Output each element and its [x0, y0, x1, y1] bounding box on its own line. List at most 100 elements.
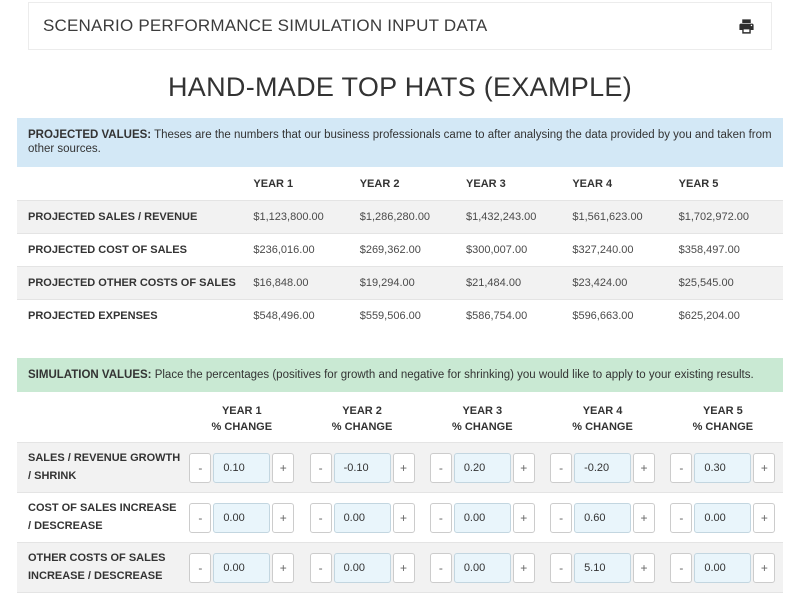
stepper-decrement-button[interactable]: -: [550, 552, 573, 583]
cell-value: $596,663.00: [572, 309, 634, 322]
projected-table-header-row: YEAR 1 YEAR 2 YEAR 3 YEAR 4 YEAR 5: [17, 167, 783, 201]
column-sub-label: % CHANGE: [452, 421, 513, 434]
stepper-input[interactable]: [213, 552, 271, 583]
stepper-decrement-button[interactable]: -: [189, 452, 212, 483]
column-year-label: YEAR 4: [582, 405, 623, 418]
stepper-decrement-button[interactable]: -: [189, 552, 212, 583]
row-label: SALES / REVENUE GROWTH / SHRINK: [28, 452, 181, 482]
stepper-input[interactable]: [453, 552, 511, 583]
stepper: - +: [182, 502, 302, 533]
stepper-decrement-button[interactable]: -: [309, 552, 332, 583]
table-row: COST OF SALES INCREASE / DESCREASE - + -…: [17, 492, 783, 543]
stepper-input[interactable]: [333, 452, 391, 483]
stepper-input[interactable]: [333, 502, 391, 533]
projected-values-section-header: PROJECTED VALUES: Theses are the numbers…: [17, 118, 783, 167]
page-header-card: SCENARIO PERFORMANCE SIMULATION INPUT DA…: [28, 2, 772, 50]
cell-value: $236,016.00: [253, 243, 315, 256]
cell-value: $1,432,243.00: [466, 210, 537, 223]
stepper-decrement-button[interactable]: -: [429, 452, 452, 483]
stepper-increment-button[interactable]: +: [272, 502, 295, 533]
stepper-increment-button[interactable]: +: [392, 452, 415, 483]
stepper: - +: [663, 552, 783, 583]
simulation-column-header-year4: YEAR 4 % CHANGE: [542, 392, 662, 442]
stepper-increment-button[interactable]: +: [753, 552, 776, 583]
column-year-label: YEAR 2: [342, 405, 382, 418]
stepper: - +: [302, 552, 422, 583]
stepper: - +: [182, 552, 302, 583]
row-label: PROJECTED SALES / REVENUE: [28, 210, 198, 223]
row-label: PROJECTED EXPENSES: [28, 309, 158, 322]
stepper-increment-button[interactable]: +: [753, 452, 776, 483]
stepper-decrement-button[interactable]: -: [550, 502, 573, 533]
stepper-input[interactable]: [453, 502, 511, 533]
printer-icon: [738, 18, 755, 35]
stepper-increment-button[interactable]: +: [392, 502, 415, 533]
simulation-values-section-header: SIMULATION VALUES: Place the percentages…: [17, 357, 783, 393]
table-row: PROJECTED SALES / REVENUE $1,123,800.00 …: [17, 200, 783, 234]
stepper-input[interactable]: [453, 452, 511, 483]
stepper-increment-button[interactable]: +: [633, 552, 656, 583]
cell-value: $25,545.00: [678, 276, 734, 289]
projected-column-header-year5: YEAR 5: [678, 177, 719, 190]
stepper-increment-button[interactable]: +: [392, 552, 415, 583]
cell-value: $21,484.00: [466, 276, 522, 289]
stepper: - +: [422, 502, 542, 533]
column-sub-label: % CHANGE: [211, 421, 273, 434]
cell-value: $269,362.00: [359, 243, 421, 256]
stepper-decrement-button[interactable]: -: [429, 552, 452, 583]
simulation-table-header-row: YEAR 1 % CHANGE YEAR 2 % CHANGE YEAR 3 %…: [17, 392, 783, 442]
stepper-decrement-button[interactable]: -: [309, 502, 332, 533]
stepper-input[interactable]: [213, 452, 271, 483]
stepper-increment-button[interactable]: +: [272, 552, 295, 583]
print-button[interactable]: [735, 15, 757, 37]
stepper-increment-button[interactable]: +: [272, 452, 295, 483]
stepper: - +: [302, 452, 422, 483]
stepper-increment-button[interactable]: +: [633, 452, 656, 483]
stepper-input[interactable]: [574, 452, 632, 483]
stepper: - +: [542, 452, 662, 483]
stepper-increment-button[interactable]: +: [512, 452, 535, 483]
stepper-decrement-button[interactable]: -: [670, 452, 693, 483]
stepper-increment-button[interactable]: +: [633, 502, 656, 533]
stepper-decrement-button[interactable]: -: [189, 502, 212, 533]
cell-value: $19,294.00: [359, 276, 415, 289]
stepper-input[interactable]: [694, 452, 752, 483]
stepper-decrement-button[interactable]: -: [670, 552, 693, 583]
projected-column-header-year1: YEAR 1: [253, 177, 294, 190]
table-row: PROJECTED OTHER COSTS OF SALES $16,848.0…: [17, 266, 783, 300]
stepper-input[interactable]: [694, 502, 752, 533]
row-label: OTHER COSTS OF SALES INCREASE / DESCREAS…: [28, 552, 166, 582]
stepper-input[interactable]: [333, 552, 391, 583]
stepper-input[interactable]: [213, 502, 271, 533]
row-label: EXPENSES INCREASE / DESCREASE: [17, 593, 182, 600]
simulation-values-section-description: Place the percentages (positives for gro…: [151, 368, 754, 381]
cell-value: $1,561,623.00: [572, 210, 643, 223]
stepper-increment-button[interactable]: +: [512, 502, 535, 533]
stepper-input[interactable]: [574, 552, 632, 583]
column-sub-label: % CHANGE: [572, 421, 633, 434]
stepper: - +: [422, 552, 542, 583]
cell-value: $625,204.00: [678, 309, 740, 322]
cell-value: $327,240.00: [572, 243, 634, 256]
stepper: - +: [663, 502, 783, 533]
column-year-label: YEAR 3: [462, 405, 503, 418]
cell-value: $559,506.00: [359, 309, 421, 322]
column-year-label: YEAR 1: [221, 405, 262, 418]
projected-header-spacer: [17, 167, 251, 201]
stepper-increment-button[interactable]: +: [753, 502, 776, 533]
stepper-increment-button[interactable]: +: [512, 552, 535, 583]
main-content: PROJECTED VALUES: Theses are the numbers…: [17, 118, 783, 600]
table-row: EXPENSES INCREASE / DESCREASE - + - + - …: [17, 592, 783, 600]
stepper-input[interactable]: [574, 502, 632, 533]
stepper-input[interactable]: [694, 552, 752, 583]
projected-column-header-year3: YEAR 3: [466, 177, 506, 190]
stepper-decrement-button[interactable]: -: [309, 452, 332, 483]
stepper-decrement-button[interactable]: -: [550, 452, 573, 483]
table-row: PROJECTED EXPENSES $548,496.00 $559,506.…: [17, 299, 783, 332]
row-label: PROJECTED COST OF SALES: [28, 243, 187, 256]
projected-values-section-label: PROJECTED VALUES:: [28, 129, 152, 141]
stepper: - +: [542, 552, 662, 583]
stepper-decrement-button[interactable]: -: [429, 502, 452, 533]
projected-values-table: YEAR 1 YEAR 2 YEAR 3 YEAR 4 YEAR 5 PROJE…: [17, 167, 783, 332]
stepper-decrement-button[interactable]: -: [670, 502, 693, 533]
